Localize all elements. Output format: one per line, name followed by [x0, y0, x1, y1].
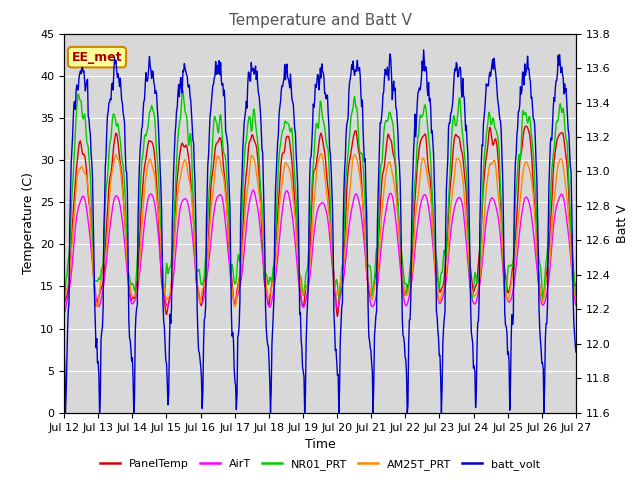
PanelTemp [122, 234, 130, 240]
Legend: PanelTemp, AirT, NR01_PRT, AM25T_PRT, batt_volt: PanelTemp, AirT, NR01_PRT, AM25T_PRT, ba… [95, 455, 545, 474]
batt_volt [572, 349, 580, 355]
NR01_PRT [60, 315, 68, 321]
AirT [250, 187, 257, 193]
batt_volt [70, 100, 78, 106]
Line: AM25T_PRT: AM25T_PRT [64, 154, 576, 306]
PanelTemp [69, 208, 77, 214]
AirT [383, 204, 390, 210]
Line: NR01_PRT: NR01_PRT [64, 90, 576, 318]
AM25T_PRT [60, 293, 68, 299]
AM25T_PRT [572, 296, 580, 301]
PanelTemp [333, 313, 341, 319]
AM25T_PRT [123, 249, 131, 255]
AirT [69, 248, 77, 254]
PanelTemp [174, 168, 182, 174]
AirT [60, 311, 68, 316]
AirT [174, 224, 182, 229]
NR01_PRT [122, 209, 130, 215]
Y-axis label: Batt V: Batt V [616, 204, 629, 242]
NR01_PRT [397, 249, 405, 254]
AM25T_PRT [93, 303, 101, 309]
AM25T_PRT [175, 183, 182, 189]
batt_volt [175, 82, 182, 88]
Text: EE_met: EE_met [72, 51, 122, 64]
NR01_PRT [202, 253, 209, 259]
AirT [122, 255, 130, 261]
batt_volt [397, 262, 405, 268]
batt_volt [123, 169, 131, 175]
AM25T_PRT [383, 164, 391, 170]
PanelTemp [383, 142, 390, 147]
batt_volt [202, 302, 209, 308]
PanelTemp [201, 276, 209, 282]
NR01_PRT [383, 118, 390, 124]
NR01_PRT [69, 172, 77, 178]
Line: AirT: AirT [64, 190, 576, 313]
batt_volt [61, 410, 69, 416]
Line: PanelTemp: PanelTemp [64, 126, 576, 316]
PanelTemp [397, 268, 405, 274]
AirT [201, 288, 209, 294]
PanelTemp [572, 282, 580, 288]
AM25T_PRT [317, 151, 325, 156]
NR01_PRT [179, 87, 187, 93]
batt_volt [60, 342, 68, 348]
AirT [397, 279, 405, 285]
Line: batt_volt: batt_volt [64, 50, 576, 413]
AM25T_PRT [399, 272, 406, 278]
NR01_PRT [174, 135, 182, 141]
X-axis label: Time: Time [305, 438, 335, 451]
PanelTemp [60, 297, 68, 302]
Y-axis label: Temperature (C): Temperature (C) [22, 172, 35, 274]
batt_volt [383, 72, 390, 78]
AM25T_PRT [202, 276, 209, 281]
AirT [572, 302, 580, 308]
batt_volt [420, 47, 428, 53]
AM25T_PRT [69, 226, 77, 232]
PanelTemp [522, 123, 530, 129]
Title: Temperature and Batt V: Temperature and Batt V [228, 13, 412, 28]
NR01_PRT [572, 296, 580, 301]
